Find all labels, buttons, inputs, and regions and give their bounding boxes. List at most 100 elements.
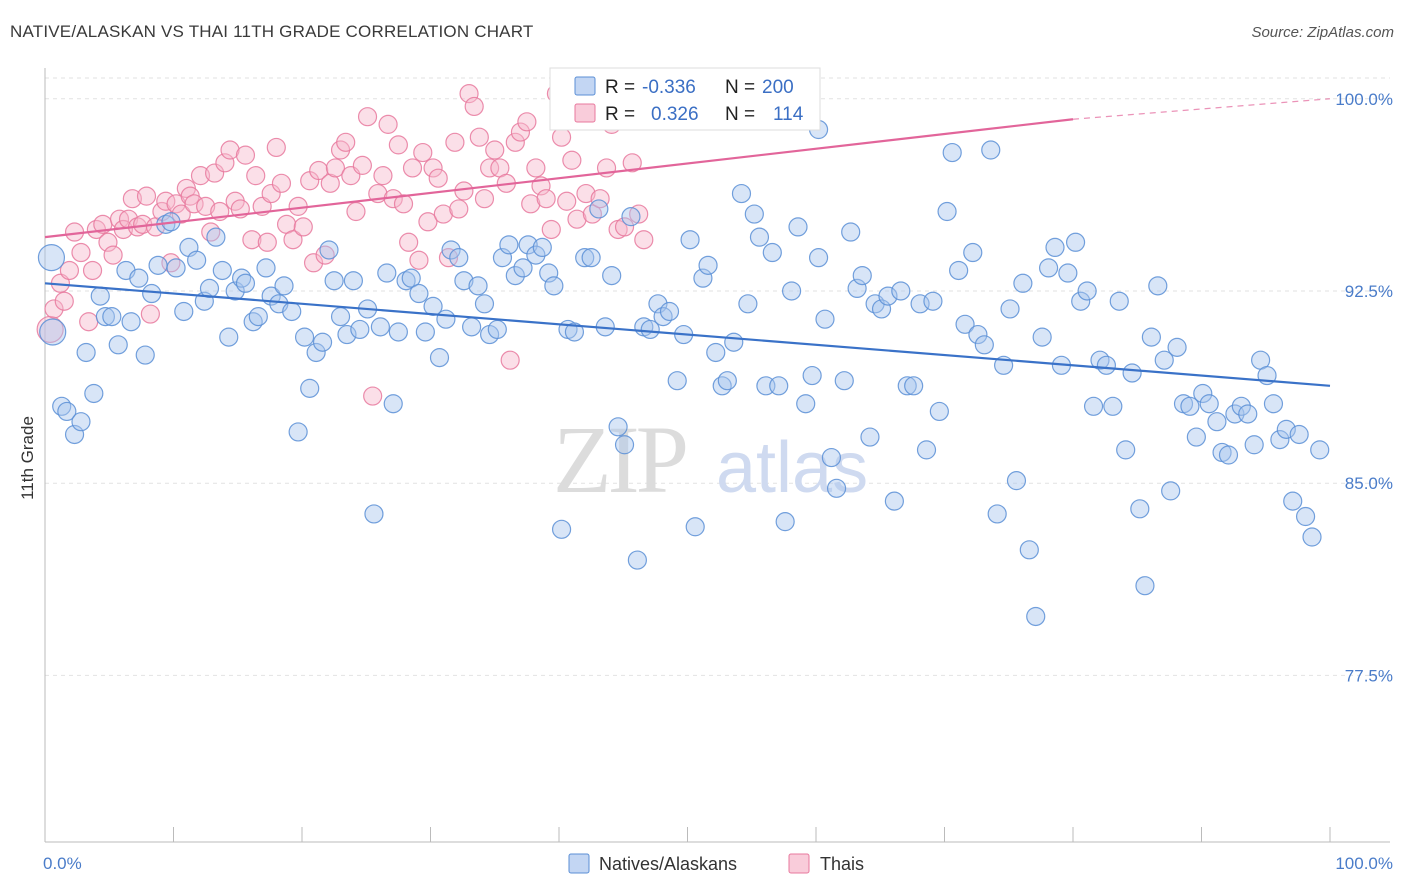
- natives-point: [564, 322, 585, 342]
- natives-point: [294, 327, 315, 347]
- natives-point: [396, 271, 416, 291]
- natives-point: [769, 376, 789, 396]
- natives-point: [717, 371, 737, 391]
- thais-point: [445, 132, 465, 152]
- thais-point: [393, 194, 414, 214]
- natives-point: [1207, 412, 1227, 432]
- natives-point: [544, 276, 564, 296]
- natives-point: [802, 365, 822, 386]
- natives-point: [667, 371, 687, 391]
- natives-point: [423, 296, 443, 316]
- natives-point: [37, 244, 66, 272]
- y-tick-label: 92.5%: [1345, 282, 1393, 301]
- natives-point: [955, 314, 975, 334]
- natives-point: [90, 286, 110, 306]
- natives-point: [987, 504, 1007, 524]
- x-tick-label-max: 100.0%: [1335, 854, 1393, 873]
- thais-point: [215, 153, 235, 173]
- natives-point: [505, 265, 525, 286]
- thais-point: [557, 191, 577, 211]
- natives-point: [306, 342, 326, 363]
- natives-point: [487, 319, 507, 340]
- natives-point: [640, 319, 660, 340]
- thais-point: [320, 173, 340, 193]
- trend-line-thais-extension: [1072, 98, 1331, 120]
- natives-point: [852, 265, 872, 286]
- natives-point: [135, 345, 155, 365]
- natives-point: [1270, 430, 1290, 450]
- thais-point: [614, 217, 635, 237]
- natives-point: [187, 250, 207, 270]
- legend-swatch-natives: [574, 76, 596, 96]
- thais-point: [590, 189, 610, 209]
- thais-point: [562, 150, 582, 170]
- natives-point: [712, 376, 732, 396]
- natives-point: [219, 327, 239, 347]
- natives-point: [1065, 232, 1086, 252]
- thais-point: [205, 163, 225, 183]
- natives-point: [142, 283, 162, 304]
- natives-point: [581, 248, 601, 268]
- thais-point: [378, 114, 398, 134]
- natives-point: [1077, 281, 1097, 301]
- thais-point: [634, 230, 654, 250]
- natives-point: [738, 294, 758, 314]
- thais-point: [336, 132, 356, 152]
- natives-point: [589, 199, 609, 219]
- natives-point: [57, 401, 77, 422]
- natives-point: [300, 378, 320, 398]
- natives-point: [174, 301, 194, 322]
- natives-point: [602, 265, 622, 286]
- natives-point: [1154, 350, 1174, 370]
- natives-point: [1032, 327, 1052, 347]
- natives-point: [775, 512, 795, 532]
- natives-point: [468, 276, 488, 296]
- natives-point: [199, 278, 220, 299]
- thais-point: [71, 242, 91, 263]
- natives-point: [897, 376, 917, 396]
- natives-point: [808, 248, 829, 268]
- natives-point: [575, 248, 595, 268]
- thais-point: [325, 158, 346, 178]
- natives-point: [680, 230, 700, 250]
- natives-point: [148, 255, 168, 275]
- natives-point: [749, 227, 770, 247]
- natives-point: [916, 440, 937, 460]
- thais-point: [505, 132, 525, 152]
- natives-point: [1141, 327, 1161, 347]
- natives-point: [415, 322, 435, 342]
- natives-point: [706, 342, 726, 363]
- natives-point: [878, 286, 898, 306]
- thais-point: [388, 135, 408, 155]
- thais-point: [526, 158, 546, 178]
- natives-point: [532, 237, 552, 258]
- natives-point: [847, 278, 867, 299]
- bottom-legend: Natives/Alaskans Thais: [568, 853, 864, 874]
- thais-point: [309, 160, 329, 181]
- natives-point: [206, 227, 226, 247]
- natives-point: [551, 519, 572, 539]
- bottom-legend-swatch-natives: [568, 853, 590, 874]
- thais-point: [582, 204, 603, 224]
- thais-point: [469, 127, 489, 147]
- bottom-legend-swatch-thais: [788, 853, 810, 874]
- thais-point: [235, 145, 256, 165]
- natives-point: [232, 268, 252, 288]
- natives-point: [821, 447, 842, 468]
- thais-point: [303, 253, 324, 273]
- natives-point: [76, 342, 96, 363]
- natives-point: [121, 312, 141, 332]
- thais-point: [517, 112, 537, 132]
- natives-point: [539, 263, 559, 283]
- natives-point: [1283, 491, 1303, 511]
- thais-point: [190, 166, 211, 186]
- natives-point: [815, 309, 835, 329]
- natives-point: [1071, 291, 1091, 311]
- thais-point: [136, 186, 157, 206]
- natives-point: [364, 504, 384, 524]
- natives-point: [1090, 350, 1110, 370]
- natives-point: [1135, 576, 1155, 596]
- natives-point: [1045, 237, 1065, 258]
- natives-point: [1218, 445, 1239, 465]
- natives-point: [968, 324, 988, 345]
